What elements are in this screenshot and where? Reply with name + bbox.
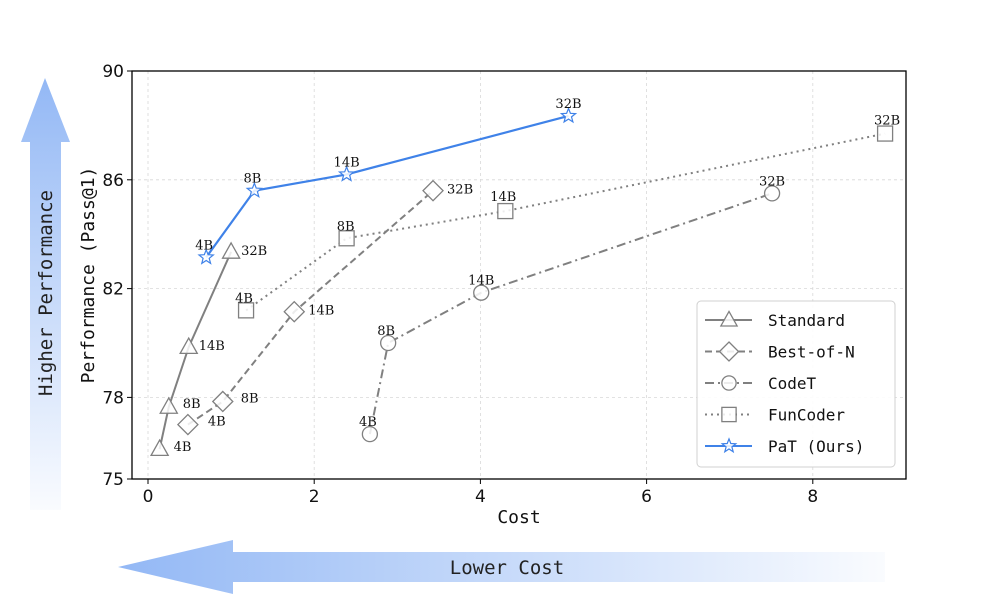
y-tick-label: 86: [102, 171, 124, 191]
star-marker-icon: [559, 106, 578, 124]
axis-ticks: 0 2 4 6 8 75 78 82 86 90: [102, 62, 818, 507]
point-label: 32B: [447, 183, 473, 198]
point-label: 4B: [174, 440, 192, 455]
grid-lines: [132, 71, 906, 479]
circle-marker-icon: [380, 334, 397, 352]
point-label: 8B: [183, 397, 201, 412]
y-tick-label: 75: [102, 470, 124, 490]
triangle-marker-icon: [149, 438, 170, 457]
series-funcoder: 4B 8B 14B 32B: [235, 114, 900, 319]
legend-item: FunCoder: [705, 406, 845, 425]
legend-label: FunCoder: [768, 406, 845, 425]
point-label: 14B: [334, 155, 360, 170]
series-line: [245, 132, 886, 312]
point-label: 32B: [759, 174, 785, 189]
higher-performance-label: Higher Performance: [35, 190, 57, 396]
y-axis-label: Performance (Pass@1): [78, 167, 99, 384]
series-line: [187, 189, 434, 426]
arrow-up-icon: [21, 78, 70, 510]
point-label: 14B: [490, 190, 516, 205]
triangle-marker-icon: [179, 336, 199, 355]
lower-cost-label: Lower Cost: [450, 557, 564, 579]
circle-marker-icon: [763, 185, 781, 202]
x-tick-label: 8: [807, 487, 818, 507]
series-line: [368, 192, 773, 435]
star-marker-icon: [720, 437, 738, 454]
series-pat-ours: 4B 8B 14B 32B: [195, 97, 582, 265]
x-axis-label: Cost: [497, 507, 540, 528]
legend-item: Standard: [705, 310, 845, 330]
point-label: 14B: [199, 339, 225, 354]
star-marker-icon: [197, 248, 215, 265]
series-codet: 4B 8B 14B 32B: [359, 174, 785, 443]
series-line: [158, 251, 233, 450]
square-marker-icon: [237, 302, 255, 319]
higher-performance-arrow: Higher Performance: [21, 78, 70, 510]
diamond-marker-icon: [718, 341, 740, 362]
legend-label: Standard: [768, 311, 845, 330]
point-label: 14B: [468, 274, 494, 289]
square-marker-icon: [721, 406, 737, 423]
square-marker-icon: [876, 125, 894, 142]
point-label: 32B: [555, 97, 581, 112]
x-tick-label: 2: [309, 487, 320, 507]
point-label: 4B: [235, 291, 253, 306]
diamond-marker-icon: [422, 179, 444, 202]
arrow-left-icon: [118, 540, 885, 594]
series-group: 4B 8B 14B 32B 4B 8B 14B 32B 4B 8B 14B 32B 4B 8B 14B 32B…: [149, 97, 900, 457]
star-marker-icon: [337, 165, 356, 182]
lower-cost-arrow: Lower Cost: [118, 540, 885, 594]
point-label: 32B: [241, 244, 267, 259]
y-tick-label: 90: [102, 62, 124, 82]
legend-item: Best-of-N: [705, 341, 855, 362]
circle-marker-icon: [473, 284, 490, 301]
point-label: 14B: [308, 304, 334, 319]
triangle-marker-icon: [719, 310, 739, 327]
series-best-of-n: 4B 8B 14B 32B: [176, 179, 473, 436]
y-tick-label: 78: [102, 388, 124, 408]
triangle-marker-icon: [159, 396, 179, 414]
circle-marker-icon: [361, 425, 379, 443]
diamond-marker-icon: [283, 300, 306, 323]
y-tick-label: 82: [102, 280, 124, 300]
diamond-marker-icon: [211, 390, 234, 413]
x-tick-label: 4: [475, 487, 486, 507]
point-label: 32B: [874, 114, 900, 129]
plot-frame: [131, 70, 907, 480]
series-line: [205, 114, 569, 258]
x-tick-label: 6: [641, 487, 652, 507]
point-label: 8B: [337, 219, 355, 234]
legend-item: CodeT: [705, 374, 817, 393]
legend-label: CodeT: [768, 374, 817, 393]
series-standard: 4B 8B 14B 32B: [149, 241, 267, 457]
diamond-marker-icon: [176, 413, 199, 436]
point-label: 8B: [243, 172, 261, 187]
point-label: 4B: [359, 415, 377, 430]
legend-label: Best-of-N: [768, 343, 855, 362]
point-label: 8B: [241, 391, 259, 406]
star-marker-icon: [245, 181, 264, 199]
triangle-marker-icon: [221, 241, 241, 259]
legend: Standard Best-of-N CodeT FunCoder PaT (Ours): [696, 300, 896, 468]
point-label: 4B: [208, 415, 226, 430]
point-label: 8B: [377, 324, 395, 339]
point-label: 4B: [195, 238, 213, 253]
legend-item: PaT (Ours): [705, 437, 864, 456]
square-marker-icon: [497, 202, 514, 220]
circle-marker-icon: [721, 375, 737, 391]
square-marker-icon: [338, 230, 355, 247]
x-tick-label: 0: [143, 487, 154, 507]
legend-label: PaT (Ours): [768, 437, 864, 456]
